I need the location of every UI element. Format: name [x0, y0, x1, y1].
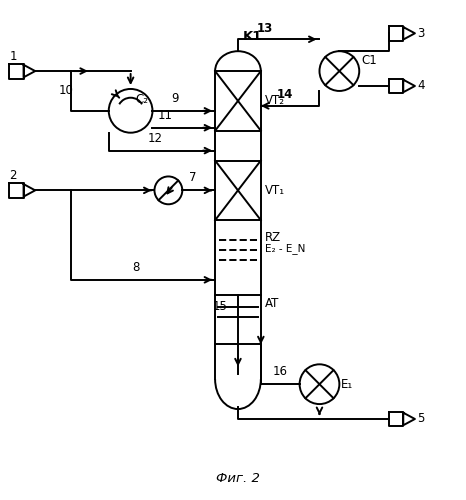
Text: 2: 2: [9, 170, 17, 182]
Text: AT: AT: [265, 296, 279, 310]
Text: 1: 1: [9, 50, 17, 63]
Text: 16: 16: [272, 365, 287, 378]
Text: 9: 9: [171, 92, 179, 105]
Text: C₂: C₂: [136, 93, 149, 106]
Text: C1: C1: [361, 54, 377, 67]
Text: VT₂: VT₂: [265, 94, 285, 108]
Text: 12: 12: [148, 132, 163, 144]
Text: 10: 10: [59, 84, 74, 98]
Text: 11: 11: [158, 109, 173, 122]
Text: 4: 4: [417, 80, 425, 92]
Text: RZ: RZ: [265, 231, 281, 244]
Text: Фиг. 2: Фиг. 2: [216, 472, 260, 484]
Text: E₂ - E_N: E₂ - E_N: [265, 243, 305, 254]
Text: 13: 13: [257, 22, 273, 36]
Text: 5: 5: [417, 412, 424, 426]
Text: 14: 14: [276, 88, 293, 101]
Text: 3: 3: [417, 27, 424, 40]
Text: VT₁: VT₁: [265, 184, 285, 197]
Text: K1: K1: [243, 30, 262, 43]
Text: 15: 15: [212, 300, 227, 312]
Text: 8: 8: [132, 261, 139, 274]
Text: 7: 7: [190, 172, 197, 184]
Text: E₁: E₁: [342, 378, 354, 390]
